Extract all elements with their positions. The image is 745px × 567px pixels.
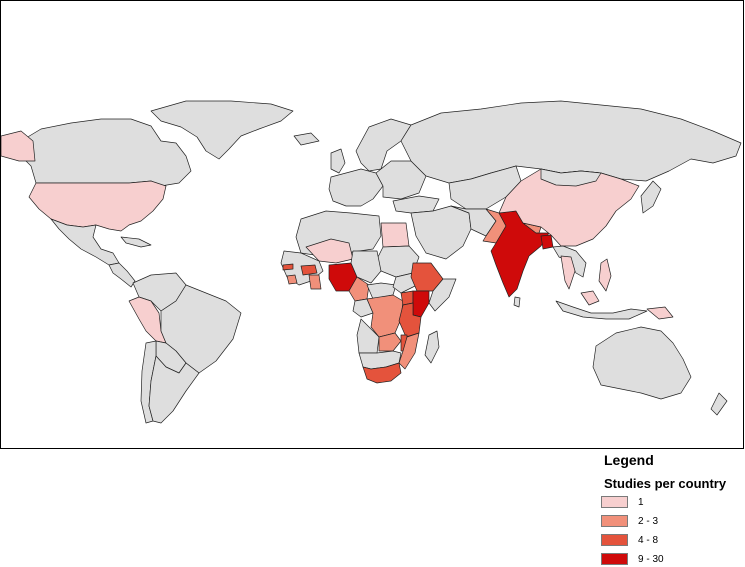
country-south-africa [362,362,402,384]
legend-subtitle: Studies per country [604,476,727,491]
legend: Legend Studies per country 1 2 - 3 4 - 8… [601,449,741,567]
legend-swatch [601,515,628,527]
legend-swatch [601,534,628,546]
country-mongolia [540,168,602,187]
legend-item: 9 - 30 [601,552,664,566]
legend-title: Legend [604,452,654,468]
country-bangladesh [540,234,554,250]
country-mexico [50,218,120,266]
country-ghana [308,274,322,290]
legend-label: 9 - 30 [638,553,664,565]
country-thailand [560,255,576,290]
legend-label: 2 - 3 [638,515,659,527]
country-zambia [378,332,402,352]
country-madagascar [424,330,440,364]
country-papua-new-guinea [646,306,674,320]
country-kenya [412,290,430,318]
country-united-states [28,180,167,232]
country-scandinavia [355,118,412,172]
country-sri-lanka [513,296,521,308]
legend-swatch [601,496,628,508]
country-malaysia [580,290,600,306]
country-gabon-congo [352,298,374,318]
country-egypt [380,222,410,248]
map-svg [1,100,742,424]
country-south-sudan [392,272,418,294]
legend-item: 1 [601,495,644,509]
world-map [0,0,744,449]
country-greenland [150,100,294,160]
country-uk [330,148,346,174]
country-uganda [400,290,414,306]
country-central-african-republic [366,282,397,300]
legend-label: 1 [638,496,644,508]
country-russia [400,100,742,184]
country-gambia [282,263,294,271]
country-middle-east [410,205,472,260]
country-new-zealand [710,392,728,416]
country-usa-alaska [1,130,36,162]
country-cuba [120,236,152,248]
country-argentina [148,355,200,424]
country-chad [350,250,382,284]
country-iceland [293,132,320,146]
country-canada [15,118,192,187]
country-burkina-faso [300,264,318,276]
legend-item: 2 - 3 [601,514,658,528]
country-mozambique [398,332,420,370]
country-central-america [108,262,136,288]
country-sierra-leone [286,274,298,285]
country-japan [640,180,662,214]
legend-label: 4 - 8 [638,534,659,546]
country-eastern-europe [375,160,427,200]
country-western-europe [328,168,384,207]
country-tanzania [398,302,422,338]
legend-item: 4 - 8 [601,533,658,547]
country-philippines [598,258,612,292]
country-cameroon [348,276,370,302]
country-australia [592,326,692,400]
legend-swatch [601,553,628,565]
country-indonesia [555,300,648,320]
